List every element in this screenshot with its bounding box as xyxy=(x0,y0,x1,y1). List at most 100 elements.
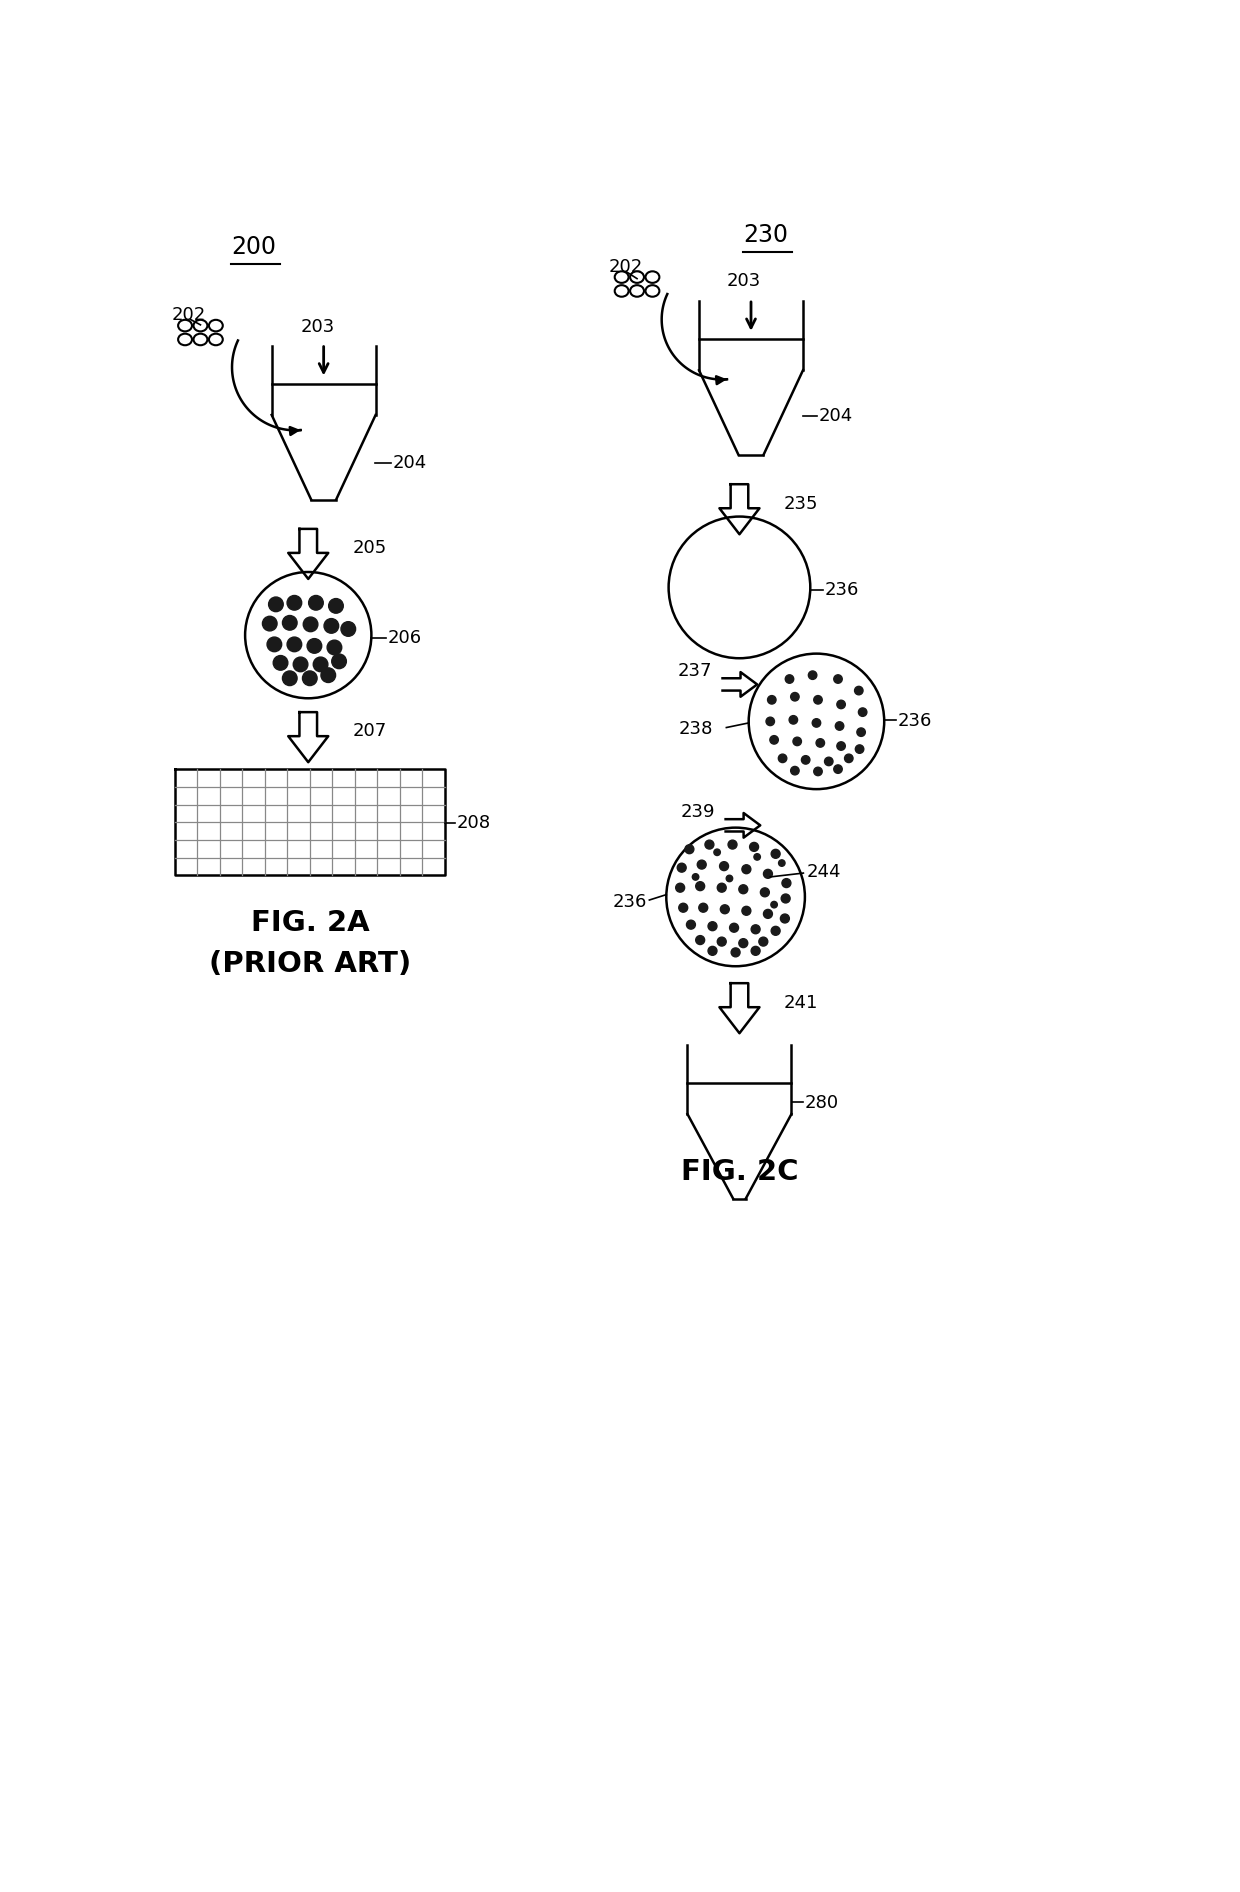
Circle shape xyxy=(717,937,727,946)
Circle shape xyxy=(844,755,853,762)
Circle shape xyxy=(696,882,704,891)
Circle shape xyxy=(751,925,760,935)
Circle shape xyxy=(858,708,867,717)
Circle shape xyxy=(813,766,822,776)
Text: 235: 235 xyxy=(784,496,818,513)
Circle shape xyxy=(836,721,843,730)
Circle shape xyxy=(263,617,277,630)
Circle shape xyxy=(684,844,694,853)
Text: 239: 239 xyxy=(681,804,715,821)
Circle shape xyxy=(727,876,733,882)
Circle shape xyxy=(754,853,760,861)
Circle shape xyxy=(332,655,346,668)
Circle shape xyxy=(269,598,283,611)
Circle shape xyxy=(321,668,336,683)
Circle shape xyxy=(308,639,321,653)
Circle shape xyxy=(816,738,825,747)
Text: 236: 236 xyxy=(613,893,647,912)
Circle shape xyxy=(833,675,842,683)
Circle shape xyxy=(304,617,317,632)
Circle shape xyxy=(837,742,846,751)
Text: 203: 203 xyxy=(300,318,335,337)
Circle shape xyxy=(764,870,773,878)
Circle shape xyxy=(780,914,790,923)
Text: 236: 236 xyxy=(825,581,858,600)
Circle shape xyxy=(288,596,301,609)
Circle shape xyxy=(768,696,776,704)
Circle shape xyxy=(813,696,822,704)
Circle shape xyxy=(329,598,343,613)
Circle shape xyxy=(751,946,760,955)
Circle shape xyxy=(771,901,777,908)
Circle shape xyxy=(782,878,791,887)
Circle shape xyxy=(791,766,799,776)
Circle shape xyxy=(854,687,863,694)
Text: 230: 230 xyxy=(743,223,789,248)
Circle shape xyxy=(729,923,739,933)
Circle shape xyxy=(273,655,288,670)
Text: 280: 280 xyxy=(805,1094,839,1112)
Circle shape xyxy=(742,865,751,874)
Circle shape xyxy=(687,920,696,929)
Circle shape xyxy=(676,884,684,893)
Circle shape xyxy=(770,736,779,744)
Text: 206: 206 xyxy=(388,630,422,647)
Circle shape xyxy=(739,938,748,948)
Circle shape xyxy=(750,842,759,851)
Circle shape xyxy=(327,639,342,655)
Circle shape xyxy=(785,675,794,683)
Circle shape xyxy=(808,672,817,679)
Circle shape xyxy=(708,921,717,931)
Circle shape xyxy=(856,745,864,753)
Circle shape xyxy=(309,596,324,609)
Circle shape xyxy=(696,937,704,944)
Circle shape xyxy=(789,715,797,725)
Circle shape xyxy=(742,906,751,916)
Circle shape xyxy=(283,615,298,630)
Circle shape xyxy=(324,619,339,634)
Circle shape xyxy=(766,717,775,727)
Text: 202: 202 xyxy=(609,257,642,276)
Text: 205: 205 xyxy=(352,539,387,556)
Circle shape xyxy=(699,902,708,912)
Circle shape xyxy=(288,638,301,651)
Text: 202: 202 xyxy=(172,307,206,324)
Text: 241: 241 xyxy=(784,993,817,1012)
Circle shape xyxy=(283,672,298,685)
Text: FIG. 2C: FIG. 2C xyxy=(681,1158,799,1186)
Circle shape xyxy=(781,895,790,902)
Circle shape xyxy=(719,861,729,870)
Text: 204: 204 xyxy=(393,454,428,473)
Circle shape xyxy=(728,840,737,850)
Circle shape xyxy=(833,764,842,774)
Circle shape xyxy=(714,850,720,855)
Text: 200: 200 xyxy=(231,235,277,259)
Text: 208: 208 xyxy=(456,814,491,832)
Circle shape xyxy=(825,757,833,766)
Circle shape xyxy=(771,850,780,859)
Text: 203: 203 xyxy=(727,272,760,289)
Circle shape xyxy=(677,863,686,872)
Circle shape xyxy=(760,887,769,897)
Circle shape xyxy=(732,948,740,957)
Circle shape xyxy=(857,728,866,736)
Circle shape xyxy=(812,719,821,727)
Text: 236: 236 xyxy=(898,713,931,730)
Circle shape xyxy=(706,840,714,850)
Circle shape xyxy=(314,657,327,672)
Text: (PRIOR ART): (PRIOR ART) xyxy=(210,950,412,978)
Circle shape xyxy=(708,946,717,955)
Circle shape xyxy=(293,657,308,672)
Circle shape xyxy=(801,755,810,764)
Text: FIG. 2A: FIG. 2A xyxy=(252,910,370,937)
Circle shape xyxy=(837,700,846,710)
Text: 238: 238 xyxy=(678,721,713,738)
Circle shape xyxy=(720,904,729,914)
Circle shape xyxy=(692,874,699,880)
Circle shape xyxy=(739,885,748,893)
Text: 207: 207 xyxy=(352,723,387,740)
Circle shape xyxy=(764,910,773,918)
Circle shape xyxy=(779,859,785,867)
Circle shape xyxy=(771,927,780,935)
Circle shape xyxy=(792,738,801,745)
